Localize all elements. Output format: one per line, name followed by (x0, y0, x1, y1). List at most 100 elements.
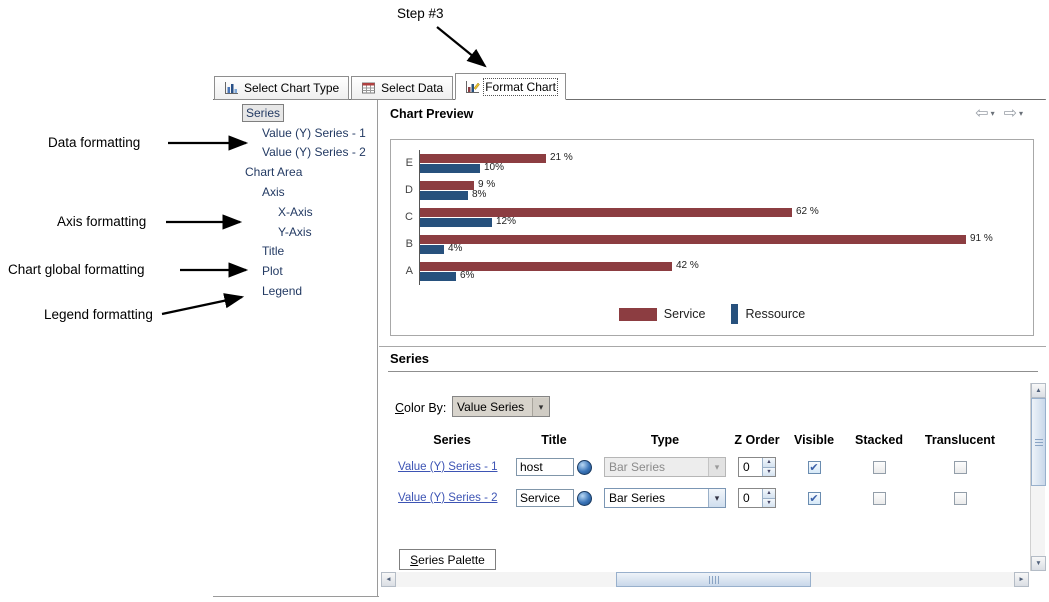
tree-item-value-y-series-1[interactable]: Value (Y) Series - 1 (213, 123, 377, 143)
column-translucent: Translucent (924, 433, 996, 447)
preview-nav: ⇦ ▾ ⇨ ▾ (975, 105, 1030, 121)
category-bars: 91 % 4% (419, 231, 1027, 258)
spinner-down-icon[interactable]: ▼ (763, 467, 775, 476)
series-type-select[interactable]: Bar Series ▾ (604, 488, 726, 508)
scroll-down-icon[interactable]: ▼ (1031, 556, 1046, 571)
category-label: B (405, 238, 413, 250)
tree-item-value-y-series-2[interactable]: Value (Y) Series - 2 (213, 143, 377, 163)
bar-value-label: 8% (472, 189, 487, 200)
chart-plot: E 21 % 10% D 9 % 8% C 62 % 12% B 91 % 4% A 42 % 6% (397, 150, 1027, 285)
tree-item-label: X-Axis (278, 204, 313, 219)
bar-value-label: 21 % (550, 152, 573, 163)
annotation-data-formatting: Data formatting (48, 135, 141, 150)
tree-item-label: Value (Y) Series - 1 (262, 125, 366, 140)
series-title-input[interactable] (516, 489, 574, 507)
color-by-label: Color By: (395, 401, 447, 415)
forward-icon[interactable]: ⇨ (1003, 103, 1017, 122)
visible-checkbox[interactable]: ✔ (807, 460, 821, 474)
horizontal-scrollbar-thumb[interactable] (616, 572, 811, 587)
series-section-title: Series (390, 351, 430, 366)
back-icon[interactable]: ⇦ (975, 103, 989, 122)
tree-item-legend[interactable]: Legend (213, 281, 377, 301)
navigation-tree: Series Value (Y) Series - 1 Value (Y) Se… (213, 100, 378, 596)
vertical-scrollbar[interactable]: ▲ ▼ (1030, 383, 1046, 571)
bar-ressource (420, 191, 468, 200)
format-panel: Chart Preview ⇦ ▾ ⇨ ▾ E 21 % 10% D 9 % 8% C 62 … (379, 100, 1046, 598)
z-order-value: 0 (743, 491, 750, 505)
globe-icon[interactable] (577, 459, 592, 475)
spinner-up-icon[interactable]: ▲ (763, 458, 775, 468)
column-series: Series (433, 433, 471, 447)
tree-item-plot[interactable]: Plot (213, 261, 377, 281)
tree-item-label: Title (262, 244, 285, 259)
series-type-value: Bar Series (609, 491, 666, 505)
stacked-checkbox[interactable] (872, 460, 886, 474)
category-label: E (405, 157, 413, 169)
tree-item-axis[interactable]: Axis (213, 182, 377, 202)
bar-value-label: 42 % (676, 260, 699, 271)
column-title: Title (541, 433, 567, 447)
chevron-down-icon: ▾ (532, 397, 549, 416)
translucent-checkbox[interactable] (953, 491, 967, 505)
annotation-legend-formatting: Legend formatting (44, 307, 153, 322)
series-link[interactable]: Value (Y) Series - 1 (398, 461, 498, 473)
tree-item-chart-area[interactable]: Chart Area (213, 162, 377, 182)
series-type-select[interactable]: Bar Series ▾ (604, 457, 726, 477)
spinner-up-icon[interactable]: ▲ (763, 489, 775, 499)
color-by-value: Value Series (457, 399, 525, 414)
tree-item-label: Axis (262, 185, 285, 200)
tree-item-y-axis[interactable]: Y-Axis (213, 222, 377, 242)
scroll-left-icon[interactable]: ◄ (381, 572, 396, 587)
spinner-buttons: ▲ ▼ (762, 458, 775, 476)
chart-category-row: D 9 % 8% (397, 177, 1027, 204)
chart-category-row: B 91 % 4% (397, 231, 1027, 258)
chevron-down-icon: ▾ (708, 489, 725, 507)
tree-item-series[interactable]: Series (213, 103, 377, 123)
visible-checkbox[interactable]: ✔ (807, 491, 821, 505)
series-link[interactable]: Value (Y) Series - 2 (398, 492, 498, 504)
bar-service (420, 181, 474, 190)
category-label: C (405, 211, 413, 223)
scroll-right-icon[interactable]: ► (1014, 572, 1029, 587)
category-bars: 42 % 6% (419, 258, 1027, 285)
tab-format-chart[interactable]: Format Chart (455, 73, 566, 100)
legend-swatch-ressource (731, 304, 739, 324)
tab-label: Select Chart Type (244, 81, 340, 95)
bar-ressource (420, 218, 492, 227)
translucent-checkbox[interactable] (953, 460, 967, 474)
spinner-down-icon[interactable]: ▼ (763, 498, 775, 507)
scroll-up-icon[interactable]: ▲ (1031, 383, 1046, 398)
tree-item-title[interactable]: Title (213, 242, 377, 262)
bar-service (420, 262, 672, 271)
series-palette-label: Series Palette (410, 552, 485, 567)
format-chart-icon (465, 80, 481, 94)
z-order-spinner[interactable]: 0 ▲ ▼ (738, 488, 776, 508)
annotation-step: Step #3 (397, 6, 444, 21)
legend-swatch-service (618, 307, 657, 321)
bar-ressource (420, 164, 480, 173)
tab-select-data[interactable]: Select Data (351, 76, 454, 100)
tab-select-chart-type[interactable]: Select Chart Type (214, 76, 350, 100)
bar-value-label: 10% (484, 162, 505, 173)
series-title-input[interactable] (516, 458, 574, 476)
color-by-select[interactable]: Value Series ▾ (452, 396, 550, 417)
vertical-scrollbar-thumb[interactable] (1031, 398, 1046, 486)
series-type-value: Bar Series (609, 460, 666, 474)
category-bars: 62 % 12% (419, 204, 1027, 231)
back-menu-chevron-icon[interactable]: ▾ (990, 108, 995, 118)
legend-label-service: Service (663, 307, 706, 321)
series-row-1: Value (Y) Series - 1 Bar Series ▾ 0 ▲▼ (395, 455, 1007, 479)
z-order-spinner[interactable]: 0 ▲ ▼ (738, 457, 776, 477)
tree-item-label: Chart Area (245, 165, 303, 180)
globe-icon[interactable] (577, 490, 592, 506)
bar-value-label: 4% (448, 243, 463, 254)
category-label: D (405, 184, 413, 196)
stacked-checkbox[interactable] (872, 491, 886, 505)
series-palette-tab[interactable]: Series Palette (399, 549, 496, 570)
horizontal-scrollbar[interactable]: ◄ ► (381, 572, 1029, 587)
tree-item-x-axis[interactable]: X-Axis (213, 202, 377, 222)
bar-service (420, 208, 792, 217)
annotation-chart-global-formatting: Chart global formatting (8, 262, 145, 277)
data-table-icon (361, 81, 376, 95)
forward-menu-chevron-icon[interactable]: ▾ (1018, 108, 1023, 118)
